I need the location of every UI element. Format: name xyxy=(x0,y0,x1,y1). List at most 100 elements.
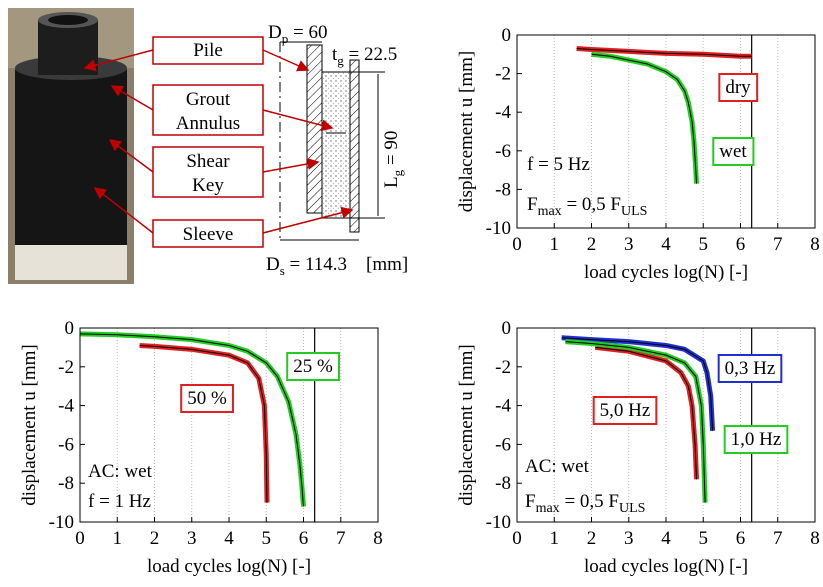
series-label: 50 % xyxy=(187,388,227,409)
x-tick-label: 8 xyxy=(810,234,820,255)
x-tick-label: 2 xyxy=(587,528,597,549)
x-tick-label: 5 xyxy=(262,528,272,549)
plot-frame xyxy=(516,34,816,229)
label: Grout xyxy=(186,89,231,110)
data-line-core xyxy=(576,48,752,57)
x-tick-label: 4 xyxy=(224,528,234,549)
dimension: Lg = 90 xyxy=(381,131,405,188)
x-tick-label: 7 xyxy=(336,528,346,549)
annotation-part: = 0,5 F xyxy=(562,194,621,215)
series-label-box xyxy=(712,137,755,166)
y-tick-label: 0 xyxy=(65,318,75,339)
x-tick-label: 4 xyxy=(661,528,671,549)
y-tick-label: -10 xyxy=(49,512,74,533)
photo xyxy=(8,8,134,284)
y-tick-label: -8 xyxy=(495,473,511,494)
series-label-box xyxy=(717,354,783,383)
y-tick-label: -2 xyxy=(58,357,74,378)
x-axis-label: load cycles log(N) [-] xyxy=(584,556,748,577)
annotation: f = 5 Hz xyxy=(527,154,590,175)
x-tick-label: 1 xyxy=(550,234,560,255)
data-line-core xyxy=(79,333,304,507)
x-tick-label: 1 xyxy=(550,528,560,549)
x-axis-label: load cycles log(N) [-] xyxy=(584,262,748,283)
series-label-box xyxy=(718,73,759,102)
annotation-subscript: ULS xyxy=(619,501,645,516)
x-tick-label: 5 xyxy=(699,234,709,255)
dimension: Ds = 114.3 xyxy=(266,254,347,278)
y-tick-label: -6 xyxy=(495,141,511,162)
x-tick-label: 0 xyxy=(75,528,85,549)
annotation-part: F xyxy=(525,491,536,512)
annotation-subscript: ULS xyxy=(621,204,647,219)
data-line-core xyxy=(561,337,714,431)
annotation: f = 1 Hz xyxy=(88,491,151,512)
x-tick-label: 6 xyxy=(299,528,309,549)
series-label: 25 % xyxy=(293,356,333,377)
series-label-box xyxy=(592,396,658,425)
data-line-core xyxy=(565,341,706,503)
x-tick-label: 5 xyxy=(699,528,709,549)
y-tick-label: -10 xyxy=(486,512,511,533)
y-tick-label: -6 xyxy=(58,434,74,455)
unit: [mm] xyxy=(366,254,408,275)
series-label: wet xyxy=(719,141,747,162)
annotation-part: = 0,5 F xyxy=(560,491,619,512)
y-tick-label: -2 xyxy=(495,357,511,378)
x-tick-label: 6 xyxy=(736,234,746,255)
series-label: 1,0 Hz xyxy=(731,429,782,450)
arrows xyxy=(83,49,354,234)
label: Annulus xyxy=(176,113,240,134)
data-line-core xyxy=(591,53,698,184)
y-tick-label: -6 xyxy=(495,434,511,455)
series-label-box xyxy=(286,352,340,381)
annotation: AC: wet xyxy=(525,456,590,477)
x-tick-label: 3 xyxy=(187,528,197,549)
series-label-box xyxy=(180,384,234,413)
annotation-part: f = 1 Hz xyxy=(88,491,151,512)
y-axis-label: displacement u [mm] xyxy=(456,51,477,212)
y-tick-label: 0 xyxy=(502,318,512,339)
label: Shear xyxy=(186,151,230,172)
y-axis-label: displacement u [mm] xyxy=(456,344,477,505)
x-tick-label: 8 xyxy=(810,528,820,549)
x-tick-label: 7 xyxy=(773,528,783,549)
y-tick-label: -2 xyxy=(495,64,511,85)
label: Sleeve xyxy=(183,224,234,245)
x-tick-label: 3 xyxy=(624,234,634,255)
y-tick-label: -8 xyxy=(58,473,74,494)
x-tick-label: 0 xyxy=(512,528,522,549)
annotation-part: AC: wet xyxy=(525,456,590,477)
schematic xyxy=(279,41,385,241)
dimension: tg = 22.5 xyxy=(332,44,397,68)
x-tick-label: 3 xyxy=(624,528,634,549)
label-boxes xyxy=(152,36,264,248)
annotation-part: AC: wet xyxy=(88,461,153,482)
x-tick-label: 4 xyxy=(661,234,671,255)
x-tick-label: 2 xyxy=(150,528,160,549)
annotation-subscript: max xyxy=(538,204,562,219)
x-axis-label: load cycles log(N) [-] xyxy=(147,556,311,577)
label: Pile xyxy=(193,40,223,61)
data-line-core xyxy=(595,346,698,480)
y-tick-label: -10 xyxy=(486,218,511,239)
series-label-box xyxy=(723,425,789,454)
y-axis-label: displacement u [mm] xyxy=(19,344,40,505)
x-tick-label: 1 xyxy=(113,528,123,549)
annotation-part: f = 5 Hz xyxy=(527,154,590,175)
series-label: dry xyxy=(725,77,751,98)
y-tick-label: -4 xyxy=(495,102,511,123)
annotation: Fmax = 0,5 FULS xyxy=(525,491,645,516)
x-tick-label: 6 xyxy=(736,528,746,549)
x-tick-label: 2 xyxy=(587,234,597,255)
series-label: 5,0 Hz xyxy=(600,400,651,421)
label: Key xyxy=(192,175,224,196)
annotation-subscript: max xyxy=(536,501,560,516)
x-tick-label: 7 xyxy=(773,234,783,255)
dimension: Dp = 60 xyxy=(268,22,327,46)
x-tick-label: 0 xyxy=(512,234,522,255)
y-tick-label: 0 xyxy=(502,25,512,46)
series-label: 0,3 Hz xyxy=(725,358,776,379)
x-tick-label: 8 xyxy=(373,528,383,549)
